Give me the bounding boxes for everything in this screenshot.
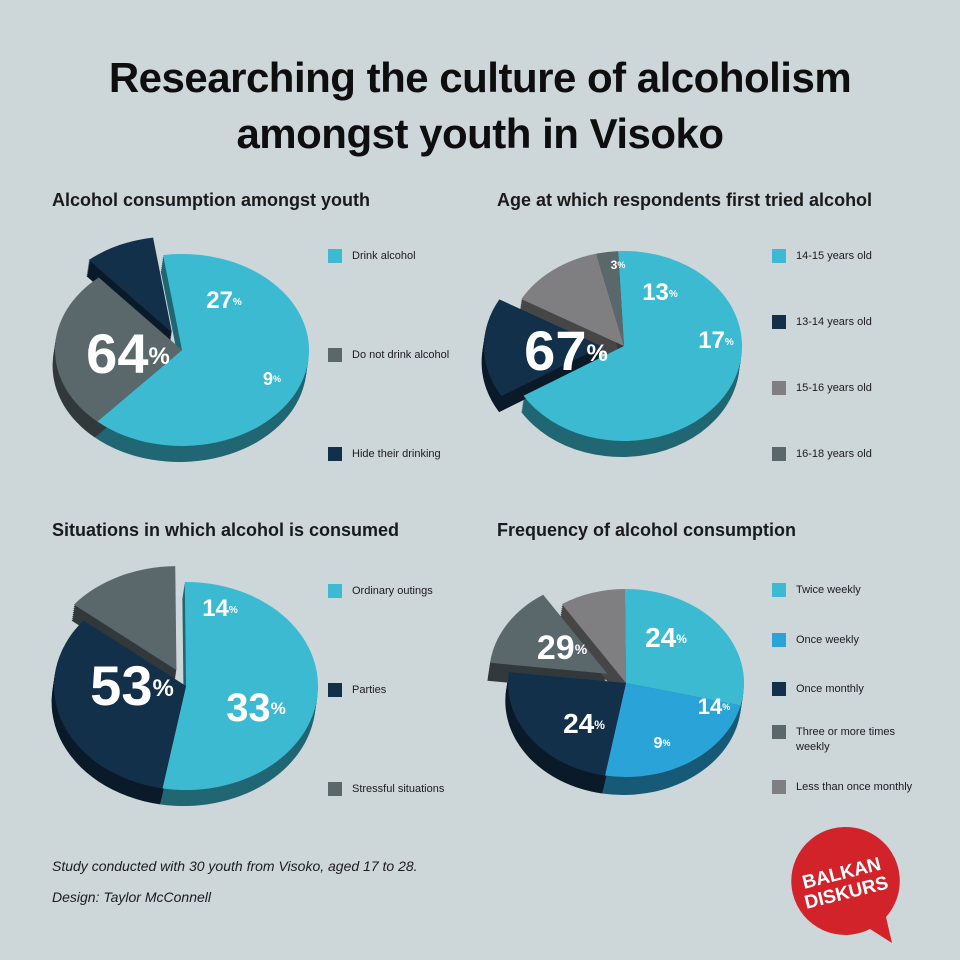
legend-item: Hide their drinking [328,447,478,462]
legend-swatch [772,381,786,395]
pie-1-slice-0 [523,250,742,441]
design-credit: Design: Taylor McConnell [52,889,211,905]
legend-swatch [772,583,786,597]
legend-item: Stressful situations [328,782,478,797]
title-line-1: Researching the culture of alcoholism [108,54,852,101]
legend-item: Twice weekly [772,583,922,598]
pie-1-slice-2 [521,253,624,346]
pie-3-slice-2 [508,672,626,776]
legend-swatch [328,249,342,263]
legend-label: Do not drink alcohol [352,349,450,361]
legend-swatch [772,249,786,263]
legend-item: 14-15 years old [772,249,922,264]
legend-swatch [328,584,342,598]
legend-label: Stressful situations [352,783,445,795]
balkan-diskurs-logo: BALKAN DISKURS [791,826,900,943]
pie-3-value-label-1: 24% [645,622,687,653]
pie-2-value-label-2: 14% [202,595,238,622]
pie-2: 53% 33% 14% [51,566,318,806]
page-title: Researching the culture of alcoholism am… [0,50,960,162]
pie-2-value-label-1: 33% [226,686,286,730]
speech-bubble-shape [791,826,900,943]
legend-label: Less than once monthly [796,781,913,793]
pie-3-value-label-2: 24% [563,708,605,739]
legend-item: Once monthly [772,682,922,697]
pie-0-slice-1 [54,277,182,422]
pie-3-value-label-0: 29% [537,629,588,667]
pie-2-slice-2 [73,566,177,671]
pie-2-slice-0 [162,582,318,790]
legend-label: Hide their drinking [352,448,441,460]
pie-2-slice-1 [54,620,187,789]
pie-0-value-label-1: 27% [206,287,242,314]
legend-swatch [328,683,342,697]
pie-3-slice-4 [561,589,626,683]
legend-item: Ordinary outings [328,584,478,599]
legend-item: Less than once monthly [772,780,922,795]
chart-title-frequency: Frequency of alcohol consumption [497,520,797,540]
legend-label: Ordinary outings [352,585,433,597]
legend-label: 14-15 years old [796,250,872,262]
legend-swatch [772,725,786,739]
legend-swatch [772,447,786,461]
pie-1-value-label-0: 67% [524,319,608,382]
chart-title-consumption: Alcohol consumption amongst youth [52,190,370,210]
pie-1-value-label-3: 3% [611,258,626,272]
chart-title-situations: Situations in which alcohol is consumed [52,520,400,540]
chart-title-first-age: Age at which respondents first tried alc… [497,190,873,210]
legend-label: Once monthly [796,683,864,695]
legend-label: 15-16 years old [796,382,872,394]
legend-label: Parties [352,684,387,696]
pie-3-value-label-3: 14% [698,694,731,719]
pie-1: 67% 17% 13% 3% [481,250,742,458]
pie-1-value-label-2: 13% [642,279,678,306]
pie-0-slice-2 [88,237,172,333]
pie-1-slice-1 [484,299,603,397]
legend-item: Do not drink alcohol [328,348,478,363]
legend-swatch [328,782,342,796]
legend-swatch [772,682,786,696]
legend-item: 15-16 years old [772,381,922,396]
legend-label: 13-14 years old [796,316,872,328]
pie-0-slice-0 [97,254,310,447]
pie-3-slice-0 [624,589,744,706]
legend-label: Drink alcohol [352,250,416,262]
legend-label: Once weekly [796,634,859,646]
pie-3-slice-1 [604,683,741,777]
legend-item: Drink alcohol [328,249,478,264]
pie-3-value-label-4: 9% [654,735,671,752]
study-note: Study conducted with 30 youth from Visok… [52,858,418,874]
pie-0-value-label-0: 64% [86,322,170,385]
pie-0-value-label-2: 9% [263,369,281,389]
pie-0: 64% 27% 9% [52,237,310,462]
legend-item: Once weekly [772,633,922,648]
legend-item: Parties [328,683,478,698]
legend-label: Three or more times weekly [796,726,896,753]
legend-swatch [772,780,786,794]
legend-item: Three or more times weekly [772,725,922,755]
legend-swatch [772,633,786,647]
legend-label: 16-18 years old [796,448,872,460]
pie-3-slice-3 [490,594,608,674]
legend-item: 13-14 years old [772,315,922,330]
legend-swatch [328,447,342,461]
legend-item: 16-18 years old [772,447,922,462]
pie-1-value-label-1: 17% [698,327,734,354]
title-line-2: amongst youth in Visoko [236,110,724,157]
pie-2-value-label-0: 53% [90,654,174,717]
legend-label: Twice weekly [796,584,861,596]
pie-1-slice-3 [596,251,624,346]
legend-swatch [328,348,342,362]
legend-swatch [772,315,786,329]
pie-3: 29% 24% 24% 14% 9% [487,589,744,795]
